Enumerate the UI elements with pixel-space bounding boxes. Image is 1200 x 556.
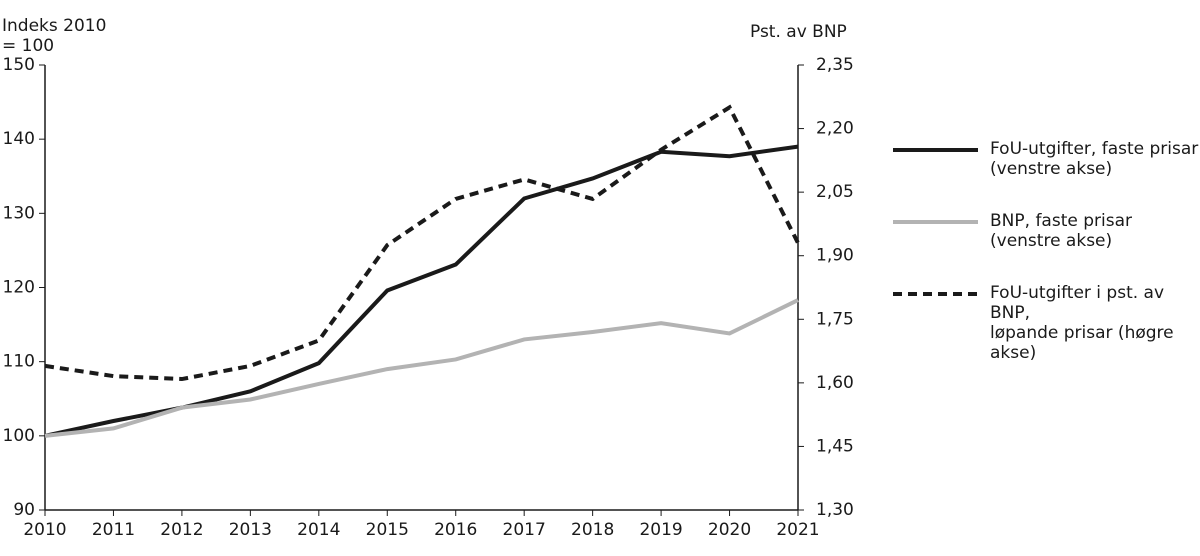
y-axis-title: Indeks 2010 = 100 [2,16,107,56]
y-tick-label: 90 [13,500,35,520]
y2-tick-label: 1,30 [816,500,854,520]
y2-tick-label: 2,20 [816,119,854,139]
legend-label: FoU-utgifter i pst. av BNP, løpande pris… [990,283,1174,363]
y-tick-label: 120 [3,278,35,298]
x-tick-label: 2013 [229,520,272,540]
x-tick-label: 2015 [366,520,409,540]
y2-tick-label: 2,05 [816,182,854,202]
y2-tick-label: 1,60 [816,373,854,393]
x-tick-label: 2020 [708,520,751,540]
x-tick-label: 2021 [776,520,819,540]
series-line [44,298,799,438]
x-tick-label: 2011 [92,520,135,540]
y-tick-label: 140 [3,129,35,149]
series-line [44,144,799,438]
x-tick-label: 2010 [23,520,66,540]
legend-label: BNP, faste prisar (venstre akse) [990,211,1132,251]
y2-tick-label: 2,35 [816,55,854,75]
legend-label: FoU-utgifter, faste prisar (venstre akse… [990,139,1199,179]
y2-axis-title: Pst. av BNP [750,22,847,42]
x-tick-label: 2014 [297,520,340,540]
y-tick-label: 130 [3,203,35,223]
y-tick-label: 150 [3,55,35,75]
x-tick-label: 2019 [639,520,682,540]
y-tick-label: 100 [3,426,35,446]
y2-tick-label: 1,45 [816,436,854,456]
x-tick-label: 2012 [160,520,203,540]
series-line [44,104,800,382]
x-tick-label: 2018 [571,520,614,540]
x-tick-label: 2016 [434,520,477,540]
x-tick-label: 2017 [503,520,546,540]
y2-tick-label: 1,90 [816,246,854,266]
y2-tick-label: 1,75 [816,309,854,329]
y-tick-label: 110 [3,352,35,372]
